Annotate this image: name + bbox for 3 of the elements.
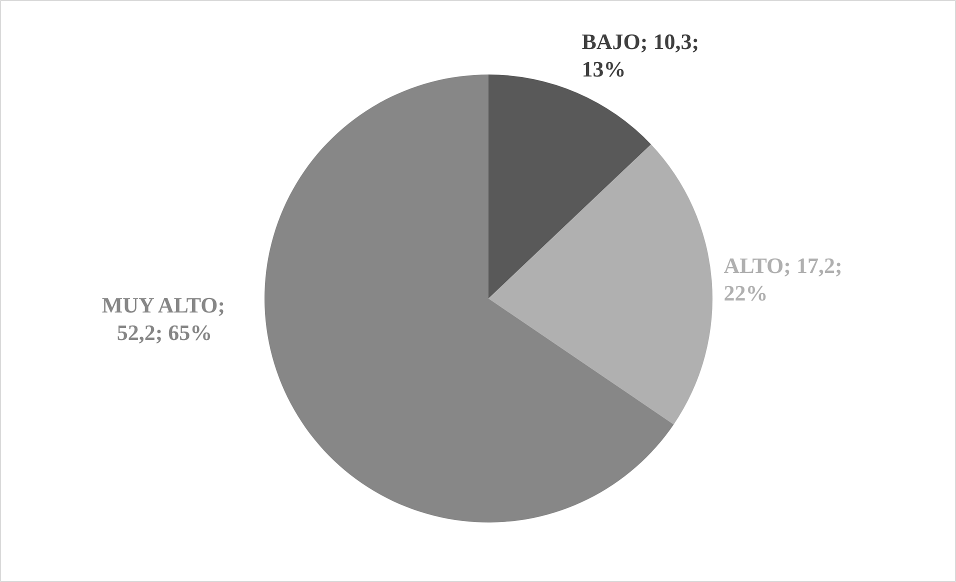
slice-label: MUY ALTO; 52,2; 65% bbox=[102, 292, 226, 345]
slice-label: BAJO; 10,3; 13% bbox=[582, 29, 700, 82]
slice-label: ALTO; 17,2; 22% bbox=[724, 253, 842, 306]
